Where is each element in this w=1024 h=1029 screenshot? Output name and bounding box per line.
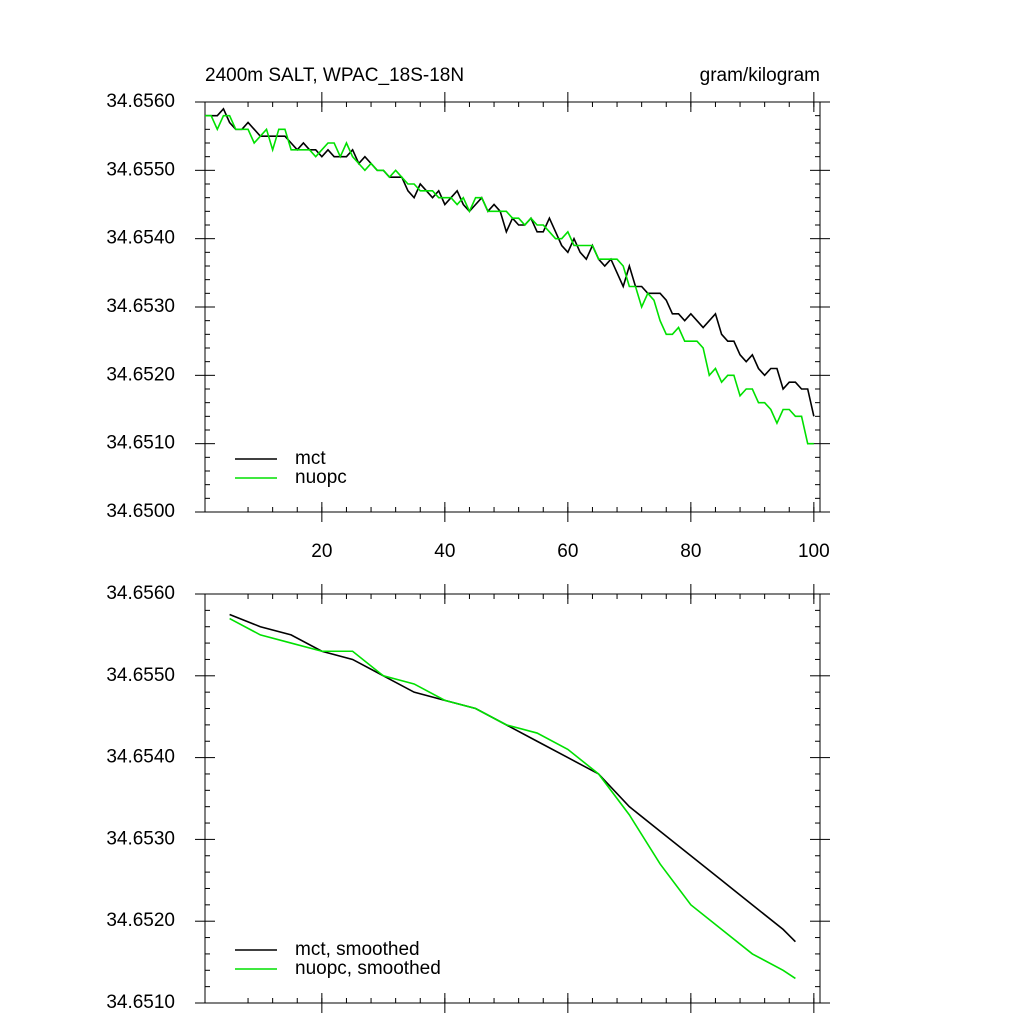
y-tick-label: 34.6500 [106,501,175,522]
x-tick-label: 100 [798,541,830,562]
y-tick-label: 34.6520 [106,910,175,931]
x-tick-label: 20 [311,541,332,562]
y-tick-label: 34.6510 [106,433,175,454]
x-tick-label: 80 [680,541,701,562]
y-tick-label: 34.6560 [106,91,175,112]
y-tick-label: 34.6550 [106,159,175,180]
y-tick-label: 34.6540 [106,747,175,768]
y-tick-label: 34.6540 [106,228,175,249]
legend-label: mct, smoothed [295,939,420,960]
legend-label: nuopc, smoothed [295,958,441,979]
series-line [205,107,815,417]
x-tick-label: 60 [557,541,578,562]
series-line [229,617,796,980]
chart-units: gram/kilogram [700,65,820,86]
x-tick-label: 40 [434,541,455,562]
legend-label: mct [295,448,326,469]
legend-label: nuopc [295,467,347,488]
y-tick-label: 34.6530 [106,828,175,849]
series-line [229,613,796,943]
y-tick-label: 34.6510 [106,992,175,1013]
y-tick-label: 34.6530 [106,296,175,317]
chart-title: 2400m SALT, WPAC_18S-18N [205,65,464,86]
plot-frame [204,593,821,1004]
y-tick-label: 34.6520 [106,364,175,385]
series-line [205,114,814,445]
y-tick-label: 34.6560 [106,583,175,604]
y-tick-label: 34.6550 [106,665,175,686]
